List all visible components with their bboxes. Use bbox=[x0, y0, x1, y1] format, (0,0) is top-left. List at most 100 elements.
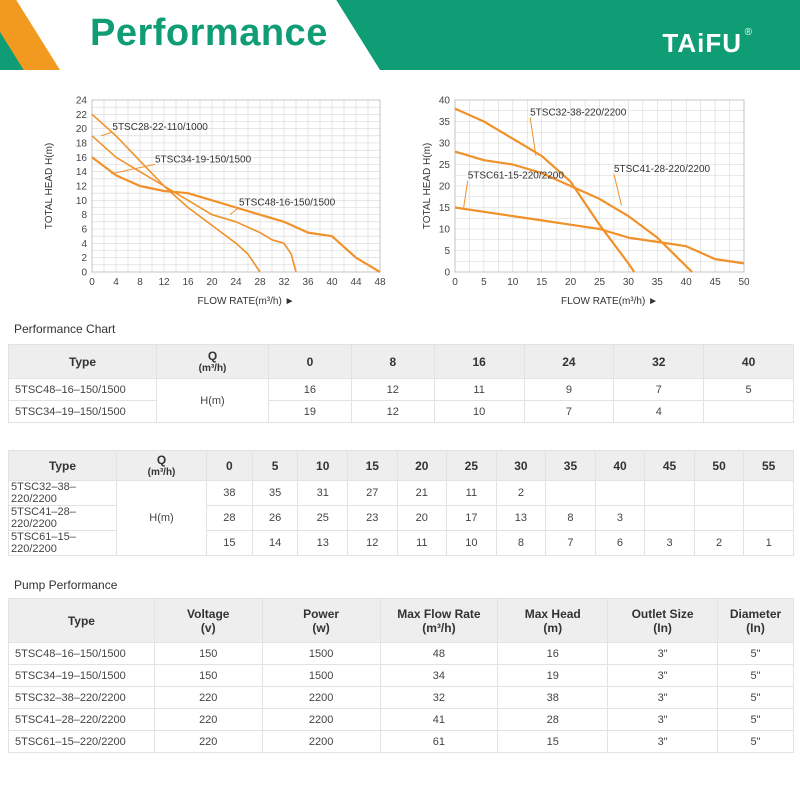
flow-column-header: 25 bbox=[446, 450, 497, 481]
series-label-3: 5TSC61-15-220/2200 bbox=[468, 171, 565, 182]
column-header-label: Power bbox=[303, 606, 340, 621]
table-row: 5TSC48–16–150/1500 150 1500 48 16 3" 5" bbox=[8, 642, 794, 665]
head-value-cell: 5 bbox=[703, 378, 794, 401]
head-value-cell bbox=[693, 480, 745, 506]
x-tick-label: 25 bbox=[594, 277, 606, 288]
head-value-cell: 3 bbox=[594, 505, 646, 531]
series-line-2 bbox=[91, 135, 297, 273]
y-tick-label: 40 bbox=[439, 96, 451, 107]
flow-column-header: 50 bbox=[693, 450, 745, 481]
pump-type-cell: 5TSC61–15–220/2200 bbox=[8, 730, 155, 753]
x-tick-label: 15 bbox=[536, 277, 548, 288]
spec-value-cell: 2200 bbox=[261, 708, 381, 731]
head-value-cell bbox=[644, 480, 695, 506]
x-tick-label: 4 bbox=[113, 277, 119, 288]
head-value-cell: 1 bbox=[743, 530, 794, 556]
flow-column-header: 55 bbox=[743, 450, 794, 481]
chart-1-svg: 0 4 8 12 16 20 24 28 32 36 40 44 4802468101214161820… bbox=[44, 96, 386, 308]
spec-value-cell: 3" bbox=[607, 642, 718, 665]
head-value-cell: 17 bbox=[446, 505, 497, 531]
column-header-label: Max Head bbox=[524, 606, 581, 621]
pump-type-cell: 5TSC61–15–220/2200 bbox=[8, 530, 117, 556]
head-value-cell bbox=[743, 505, 794, 531]
spec-value-cell: 150 bbox=[153, 642, 263, 665]
head-value-cell: 12 bbox=[346, 530, 398, 556]
y-tick-label: 8 bbox=[81, 210, 87, 221]
head-value-cell: 10 bbox=[446, 530, 497, 556]
grid bbox=[454, 99, 745, 273]
flow-column-header: 35 bbox=[545, 450, 596, 481]
table-row: 5TSC34–19–150/1500 19 12 10 7 4 bbox=[8, 400, 794, 423]
pump-type-cell: 5TSC32–38–220/2200 bbox=[8, 686, 155, 709]
flow-column-header: 40 bbox=[703, 344, 794, 379]
series-line-1 bbox=[91, 113, 261, 273]
header-banner: Performance TAiFU ® bbox=[0, 0, 800, 70]
y-tick-label: 18 bbox=[76, 139, 88, 150]
head-unit-cell: H(m) bbox=[156, 378, 269, 423]
head-unit-cell: H(m) bbox=[116, 480, 207, 556]
head-value-cell: 20 bbox=[396, 505, 448, 531]
head-value-cell: 11 bbox=[446, 480, 497, 506]
pump-type-cell: 5TSC48–16–150/1500 bbox=[8, 642, 155, 665]
column-header-unit: (w) bbox=[312, 620, 330, 635]
pump-performance-table: Type Voltage (v) Power (w) Max Flow Rate (m³/h… bbox=[8, 598, 794, 753]
head-value-cell bbox=[693, 505, 745, 531]
head-value-cell: 19 bbox=[268, 400, 352, 423]
q-unit: (m³/h) bbox=[198, 363, 227, 374]
spec-value-cell: 220 bbox=[153, 730, 263, 753]
series-line-3 bbox=[454, 206, 745, 265]
x-tick-label: 16 bbox=[182, 277, 194, 288]
series-label-pointer bbox=[229, 206, 240, 216]
y-tick-label: 10 bbox=[76, 196, 88, 207]
table-row: 5TSC32–38–220/2200 H(m) 38 35 31 27 21 11 2 bbox=[8, 480, 794, 556]
column-header-label: Max Flow Rate bbox=[397, 606, 481, 621]
spec-value-cell: 3" bbox=[607, 708, 718, 731]
y-tick-label: 35 bbox=[439, 117, 451, 128]
q-label: Q bbox=[207, 349, 218, 363]
head-value-cell: 27 bbox=[346, 480, 398, 506]
pump-type-cell: 5TSC48–16–150/1500 bbox=[8, 378, 157, 401]
spec-value-cell: 32 bbox=[379, 686, 499, 709]
flow-column-header: 15 bbox=[346, 450, 398, 481]
column-header-unit: (v) bbox=[200, 620, 216, 635]
performance-table-2: Type Q (m³/h) 0 5 10 15 20 25 30 35 40 45 50 55 5TS… bbox=[8, 450, 794, 556]
x-tick-label: 50 bbox=[738, 277, 750, 288]
head-value-cell: 13 bbox=[297, 530, 348, 556]
spec-value-cell: 5" bbox=[717, 642, 794, 665]
spec-value-cell: 5" bbox=[717, 686, 794, 709]
head-value-cell bbox=[743, 480, 794, 506]
type-header: Type bbox=[8, 344, 157, 379]
x-tick-label: 36 bbox=[302, 277, 314, 288]
x-tick-label: 40 bbox=[326, 277, 338, 288]
series-label-2: 5TSC41-28-220/2200 bbox=[614, 164, 711, 175]
head-value-cell: 10 bbox=[433, 400, 525, 423]
head-value-cell: 2 bbox=[693, 530, 745, 556]
y-tick-label: 22 bbox=[76, 110, 88, 121]
x-tick-label: 20 bbox=[565, 277, 577, 288]
head-value-cell: 3 bbox=[644, 530, 695, 556]
head-value-cell: 11 bbox=[433, 378, 525, 401]
x-tick-label: 5 bbox=[481, 277, 487, 288]
head-value-cell bbox=[703, 400, 794, 423]
plot-frame bbox=[454, 99, 745, 273]
head-value-cell: 28 bbox=[206, 505, 253, 531]
spec-value-cell: 15 bbox=[497, 730, 609, 753]
y-tick-label: 30 bbox=[439, 139, 451, 150]
column-header: Max Flow Rate (m³/h) bbox=[379, 598, 499, 643]
series-label-pointer bbox=[100, 131, 113, 137]
x-tick-label: 32 bbox=[278, 277, 290, 288]
x-tick-label: 10 bbox=[507, 277, 519, 288]
pump-type-cell: 5TSC34–19–150/1500 bbox=[8, 664, 155, 687]
flow-column-header: 24 bbox=[523, 344, 615, 379]
flow-column-header: 30 bbox=[495, 450, 547, 481]
pump-performance-title: Pump Performance bbox=[14, 578, 118, 592]
pump-type-cell: 5TSC34–19–150/1500 bbox=[8, 400, 157, 423]
brand-registered-mark: ® bbox=[744, 27, 752, 38]
head-value-cell: 26 bbox=[251, 505, 299, 531]
head-value-cell: 2 bbox=[495, 480, 547, 506]
chart-2-svg: 0 5 10 15 20 25 30 35 40 45 50 0 5 10 15 20 25 30 35 40 FLOW… bbox=[422, 96, 750, 308]
grid bbox=[91, 99, 381, 273]
column-header-label: Voltage bbox=[187, 606, 230, 621]
head-value-cell: 8 bbox=[495, 530, 547, 556]
spec-value-cell: 19 bbox=[497, 664, 609, 687]
